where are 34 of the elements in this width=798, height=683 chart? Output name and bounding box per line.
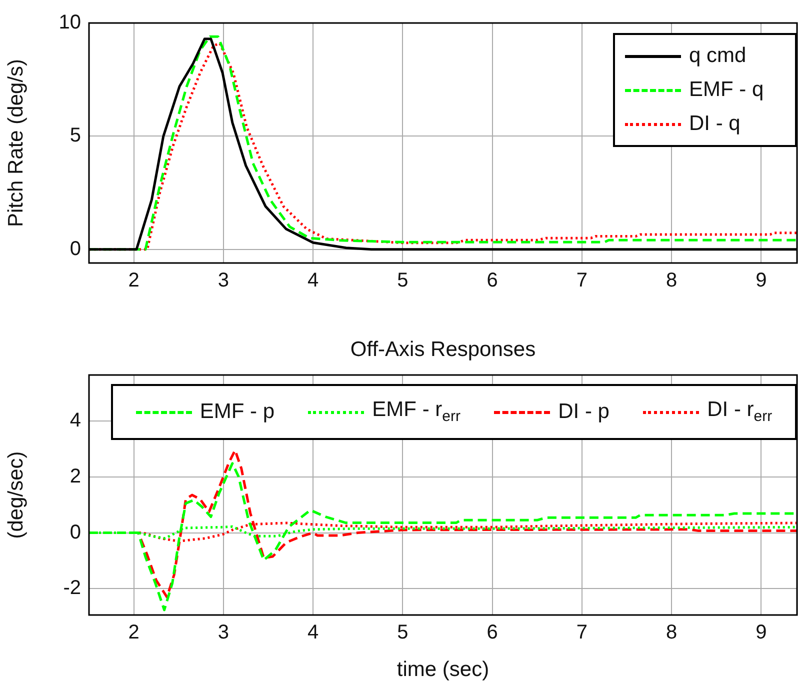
x-tick-label: 9	[756, 270, 767, 292]
y-tick-label: 0	[70, 238, 81, 260]
x-tick-label: 7	[576, 622, 588, 644]
legend-label: DI - q	[689, 112, 740, 136]
x-tick-label: 2	[128, 270, 140, 292]
y-tick-label: 0	[70, 521, 81, 544]
legend-label: EMF - q	[689, 78, 764, 102]
x-tick-label: 8	[666, 622, 678, 644]
legend-label: DI - r$_{err}$	[707, 398, 772, 426]
x-tick-label: 4	[307, 270, 319, 292]
x-tick-label: 6	[486, 270, 498, 292]
x-tick-label: 3	[218, 622, 229, 644]
y-tick-label: 5	[70, 124, 81, 147]
x-tick-label: 7	[576, 270, 588, 292]
x-tick-label: 8	[666, 270, 678, 292]
x-tick-label: 9	[756, 622, 767, 644]
chart-title: Off-Axis Responses	[349, 338, 537, 362]
x-tick-label: 2	[128, 622, 140, 644]
y-axis-title: (deg/sec)	[4, 451, 28, 539]
x-tick-label: 4	[307, 622, 319, 644]
x-tick-label: 3	[218, 270, 229, 292]
legend-label: EMF - r$_{err}$	[372, 398, 460, 426]
legend-label: EMF - p	[200, 400, 274, 424]
legend-label: DI - p	[558, 400, 610, 424]
x-tick-label: 6	[486, 622, 498, 644]
y-tick-label: 10	[58, 12, 81, 34]
y-tick-label: -2	[63, 577, 81, 600]
y-tick-label: 2	[70, 465, 81, 488]
y-axis-title: Pitch Rate (deg/s)	[4, 58, 28, 228]
x-tick-label: 5	[397, 622, 408, 644]
y-tick-label: 4	[70, 409, 81, 432]
x-tick-label: 5	[397, 270, 408, 292]
legend-label: q cmd	[689, 44, 746, 68]
x-axis-title: time (sec)	[396, 658, 490, 682]
